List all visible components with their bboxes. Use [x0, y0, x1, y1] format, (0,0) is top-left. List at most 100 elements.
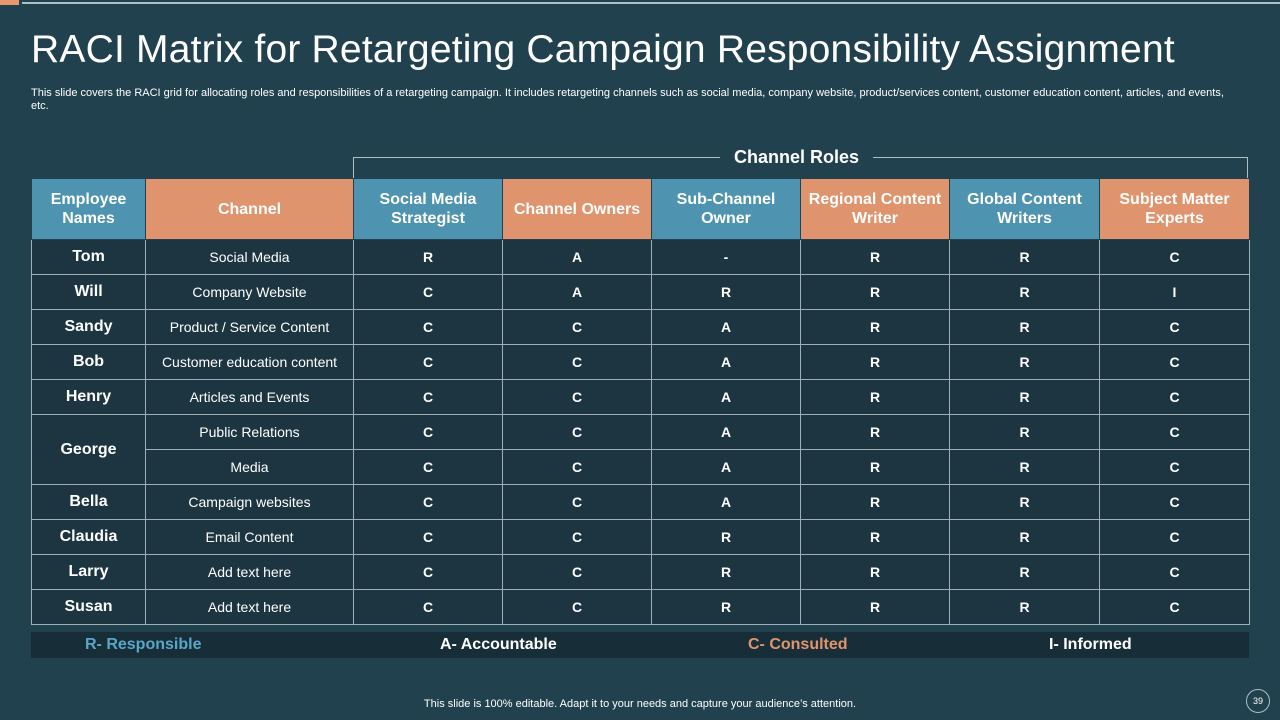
raci-code-cell: C	[353, 554, 503, 590]
channel-roles-bracket-left	[353, 157, 354, 179]
table-row: Claudia Email Content C C R R R C	[31, 519, 1250, 555]
header-subject-matter-experts: Subject Matter Experts	[1099, 178, 1250, 240]
slide-subtitle: This slide covers the RACI grid for allo…	[31, 87, 1224, 112]
raci-code-cell: R	[353, 239, 503, 275]
channel-cell: Articles and Events	[145, 379, 354, 415]
raci-code-cell: C	[353, 484, 503, 520]
raci-code-cell: R	[949, 274, 1100, 310]
legend-accountable: A- Accountable	[440, 636, 557, 653]
raci-code-cell: C	[502, 484, 652, 520]
raci-code-cell: R	[800, 414, 950, 450]
raci-code-cell: R	[800, 554, 950, 590]
raci-code-cell: R	[949, 379, 1100, 415]
legend-consulted: C- Consulted	[748, 636, 848, 653]
raci-code-cell: C	[353, 449, 503, 485]
raci-code-cell: C	[502, 309, 652, 345]
table-header-row: Employee Names Channel Social Media Stra…	[31, 178, 1250, 240]
raci-code-cell: C	[1099, 239, 1250, 275]
raci-code-cell: R	[949, 519, 1100, 555]
raci-code-cell: C	[502, 449, 652, 485]
header-employee-names: Employee Names	[31, 178, 146, 240]
raci-code-cell: R	[800, 379, 950, 415]
raci-code-cell: C	[1099, 344, 1250, 380]
raci-code-cell: I	[1099, 274, 1250, 310]
raci-code-cell: A	[651, 414, 801, 450]
raci-code-cell: C	[1099, 309, 1250, 345]
header-channel: Channel	[145, 178, 354, 240]
channel-cell: Public Relations	[145, 414, 354, 450]
raci-code-cell: A	[651, 344, 801, 380]
raci-code-cell: R	[949, 554, 1100, 590]
raci-code-cell: R	[800, 344, 950, 380]
raci-code-cell: R	[949, 449, 1100, 485]
raci-code-cell: C	[353, 379, 503, 415]
raci-code-cell: C	[353, 414, 503, 450]
raci-code-cell: R	[949, 414, 1100, 450]
raci-code-cell: R	[651, 519, 801, 555]
raci-code-cell: C	[353, 519, 503, 555]
channel-cell: Campaign websites	[145, 484, 354, 520]
top-divider	[22, 2, 1280, 4]
employee-name-cell: George	[31, 414, 146, 485]
raci-code-cell: A	[502, 274, 652, 310]
channel-cell: Add text here	[145, 589, 354, 625]
employee-name-cell: Bella	[31, 484, 146, 520]
raci-code-cell: C	[1099, 414, 1250, 450]
raci-code-cell: C	[502, 554, 652, 590]
employee-name-cell: Sandy	[31, 309, 146, 345]
employee-name-cell: Bob	[31, 344, 146, 380]
employee-name-cell: Henry	[31, 379, 146, 415]
raci-code-cell: R	[949, 589, 1100, 625]
raci-code-cell: R	[800, 589, 950, 625]
employee-name-cell: Susan	[31, 589, 146, 625]
channel-cell: Social Media	[145, 239, 354, 275]
channel-cell: Product / Service Content	[145, 309, 354, 345]
employee-name-cell: Will	[31, 274, 146, 310]
raci-code-cell: C	[353, 274, 503, 310]
channel-cell: Media	[145, 449, 354, 485]
raci-code-cell: C	[1099, 519, 1250, 555]
raci-table: Employee Names Channel Social Media Stra…	[31, 178, 1250, 625]
raci-code-cell: R	[800, 239, 950, 275]
raci-code-cell: C	[1099, 449, 1250, 485]
raci-code-cell: C	[502, 519, 652, 555]
channel-cell: Company Website	[145, 274, 354, 310]
raci-code-cell: R	[800, 274, 950, 310]
raci-code-cell: R	[800, 519, 950, 555]
raci-code-cell: R	[949, 309, 1100, 345]
table-row: George Public Relations C C A R R C	[31, 414, 1250, 485]
channel-roles-label: Channel Roles	[720, 147, 874, 168]
raci-code-cell: C	[502, 589, 652, 625]
raci-code-cell: C	[502, 414, 652, 450]
header-sub-channel-owner: Sub-Channel Owner	[651, 178, 801, 240]
raci-code-cell: R	[800, 449, 950, 485]
page-number: 39	[1246, 689, 1270, 713]
header-social-media-strategist: Social Media Strategist	[353, 178, 503, 240]
raci-code-cell: R	[949, 239, 1100, 275]
slide-title: RACI Matrix for Retargeting Campaign Res…	[31, 28, 1175, 71]
footer-note: This slide is 100% editable. Adapt it to…	[423, 698, 857, 710]
raci-code-cell: A	[651, 484, 801, 520]
table-row: Tom Social Media R A - R R C	[31, 239, 1250, 275]
header-regional-content-writer: Regional Content Writer	[800, 178, 950, 240]
raci-code-cell: R	[651, 554, 801, 590]
raci-code-cell: A	[502, 239, 652, 275]
raci-table-body: Tom Social Media R A - R R C Will Company Website…	[31, 239, 1250, 625]
raci-code-cell: C	[353, 309, 503, 345]
raci-code-cell: R	[949, 484, 1100, 520]
raci-code-cell: R	[651, 274, 801, 310]
raci-code-cell: -	[651, 239, 801, 275]
table-row: Larry Add text here C C R R R C	[31, 554, 1250, 590]
table-row: Henry Articles and Events C C A R R C	[31, 379, 1250, 415]
channel-cell: Email Content	[145, 519, 354, 555]
channel-cell: Add text here	[145, 554, 354, 590]
table-row: Will Company Website C A R R R I	[31, 274, 1250, 310]
table-row: Susan Add text here C C R R R C	[31, 589, 1250, 625]
channel-cell: Customer education content	[145, 344, 354, 380]
raci-code-cell: C	[502, 344, 652, 380]
raci-code-cell: R	[949, 344, 1100, 380]
raci-code-cell: R	[651, 589, 801, 625]
legend-informed: I- Informed	[1049, 636, 1132, 653]
header-global-content-writers: Global Content Writers	[949, 178, 1100, 240]
header-channel-owners: Channel Owners	[502, 178, 652, 240]
